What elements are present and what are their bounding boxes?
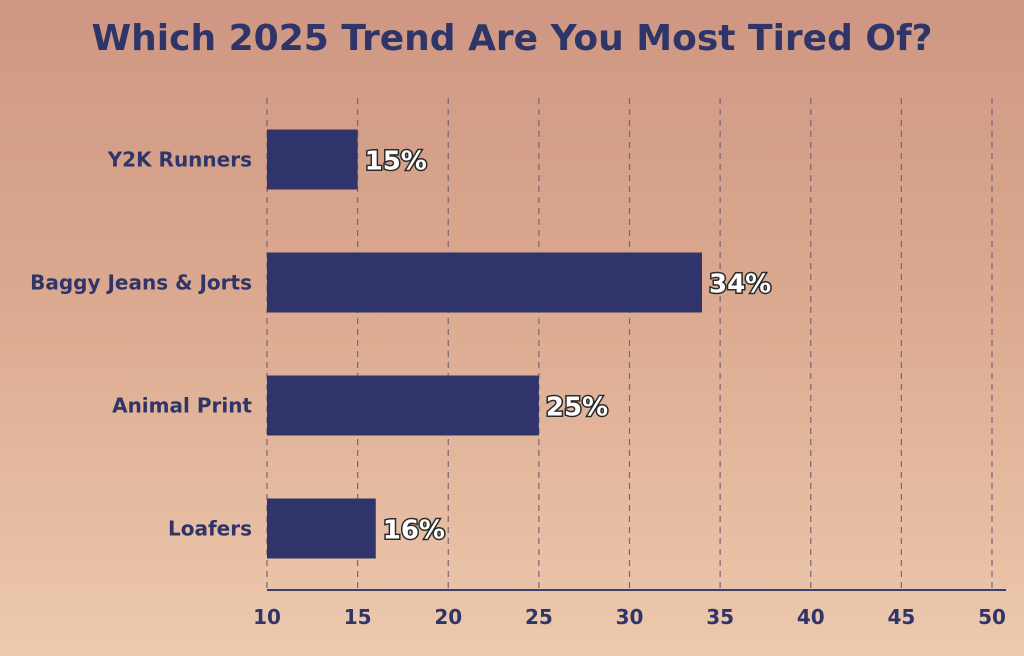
category-labels: Y2K Runners Baggy Jeans & Jorts Animal Pri… xyxy=(30,148,252,541)
data-label: 34% xyxy=(709,270,771,300)
x-tick-label: 25 xyxy=(525,605,553,629)
x-tick-label: 20 xyxy=(434,605,462,629)
data-labels: 15% 34% 25% 16% xyxy=(363,145,773,547)
category-label: Baggy Jeans & Jorts xyxy=(30,271,252,295)
bar xyxy=(267,129,358,190)
data-label: 25% xyxy=(546,393,608,423)
x-tick-label: 30 xyxy=(616,605,644,629)
chart-title: Which 2025 Trend Are You Most Tired Of? xyxy=(91,18,932,59)
x-tick-label: 10 xyxy=(253,605,281,629)
x-tick-label: 40 xyxy=(797,605,825,629)
x-tick-labels: 10 15 20 25 30 35 40 45 50 xyxy=(253,605,1006,629)
bar xyxy=(267,375,539,436)
category-label: Loafers xyxy=(168,517,252,541)
bar xyxy=(267,498,376,559)
x-tick-label: 15 xyxy=(344,605,372,629)
x-tick-label: 45 xyxy=(887,605,915,629)
x-tick-label: 50 xyxy=(978,605,1006,629)
data-label: 16% xyxy=(383,516,445,546)
category-label: Animal Print xyxy=(112,394,252,418)
bar xyxy=(267,252,702,313)
bars xyxy=(267,129,702,559)
data-label: 15% xyxy=(365,147,427,177)
x-tick-label: 35 xyxy=(706,605,734,629)
category-label: Y2K Runners xyxy=(107,148,252,172)
